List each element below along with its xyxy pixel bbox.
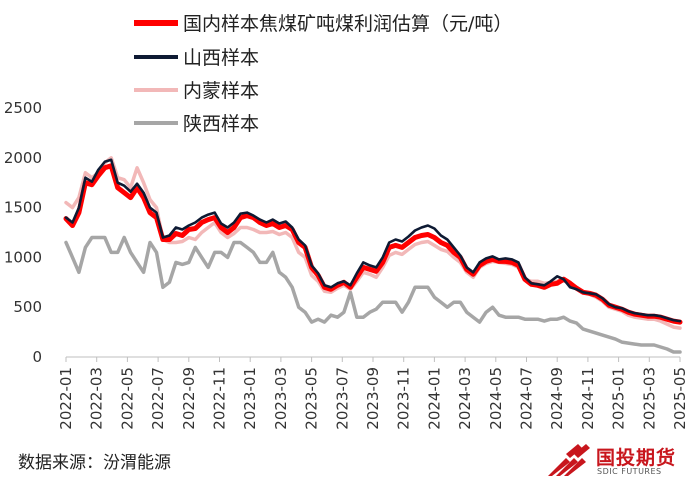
data-source-note: 数据来源：汾渭能源 (18, 453, 171, 473)
y-tick-label: 500 (13, 298, 42, 316)
x-axis: 2022-01 2022-03 2022-05 2022-07 2022-09 2022-… (57, 356, 689, 430)
x-tick-label: 2023-09 (364, 367, 382, 430)
y-tick-label: 1000 (4, 248, 42, 266)
y-tick-label: 0 (32, 348, 42, 366)
series-line-0 (63, 163, 683, 325)
x-tick-label: 2023-11 (395, 367, 413, 430)
x-tick-label: 2022-11 (211, 367, 229, 430)
series-line-3 (64, 235, 682, 354)
legend-label: 山西样本 (183, 47, 259, 69)
y-axis: 0 500 1000 1500 2000 2500 (4, 99, 42, 366)
x-tick-label: 2024-05 (487, 367, 505, 430)
x-tick-label: 2022-01 (57, 367, 75, 430)
series-line-1 (64, 158, 682, 323)
x-tick-label: 2022-05 (118, 367, 136, 430)
sdic-futures-logo: 国投期货 SDIC FUTURES (548, 442, 688, 478)
x-tick-label: 2025-01 (610, 367, 628, 430)
series-line-2 (64, 156, 682, 330)
x-tick-label: 2022-03 (88, 367, 106, 430)
x-tick-label: 2025-05 (671, 367, 689, 430)
x-tick-label: 2024-07 (518, 367, 536, 430)
x-tick-label: 2024-11 (579, 367, 597, 430)
sdic-logo-icon (548, 444, 590, 476)
x-tick-label: 2023-01 (241, 367, 259, 430)
x-tick-label: 2024-01 (425, 367, 443, 430)
x-tick-label: 2023-07 (333, 367, 351, 430)
series-layer (63, 156, 683, 354)
legend-label: 国内样本焦煤矿吨煤利润估算（元/吨） (183, 13, 512, 35)
x-tick-label: 2023-05 (303, 367, 321, 430)
x-tick-label: 2022-07 (149, 367, 167, 430)
legend-label: 内蒙样本 (183, 80, 259, 102)
x-tick-label: 2024-03 (456, 367, 474, 430)
y-tick-label: 1500 (4, 199, 42, 217)
logo-text: 国投期货 (596, 447, 677, 469)
y-tick-label: 2000 (4, 149, 42, 167)
logo-subtext: SDIC FUTURES (597, 467, 662, 476)
y-tick-label: 2500 (4, 99, 42, 117)
legend-label: 陕西样本 (183, 113, 259, 135)
x-tick-label: 2023-03 (272, 367, 290, 430)
x-tick-label: 2022-09 (180, 367, 198, 430)
x-tick-label: 2025-03 (640, 367, 658, 430)
x-tick-label: 2024-09 (548, 367, 566, 430)
